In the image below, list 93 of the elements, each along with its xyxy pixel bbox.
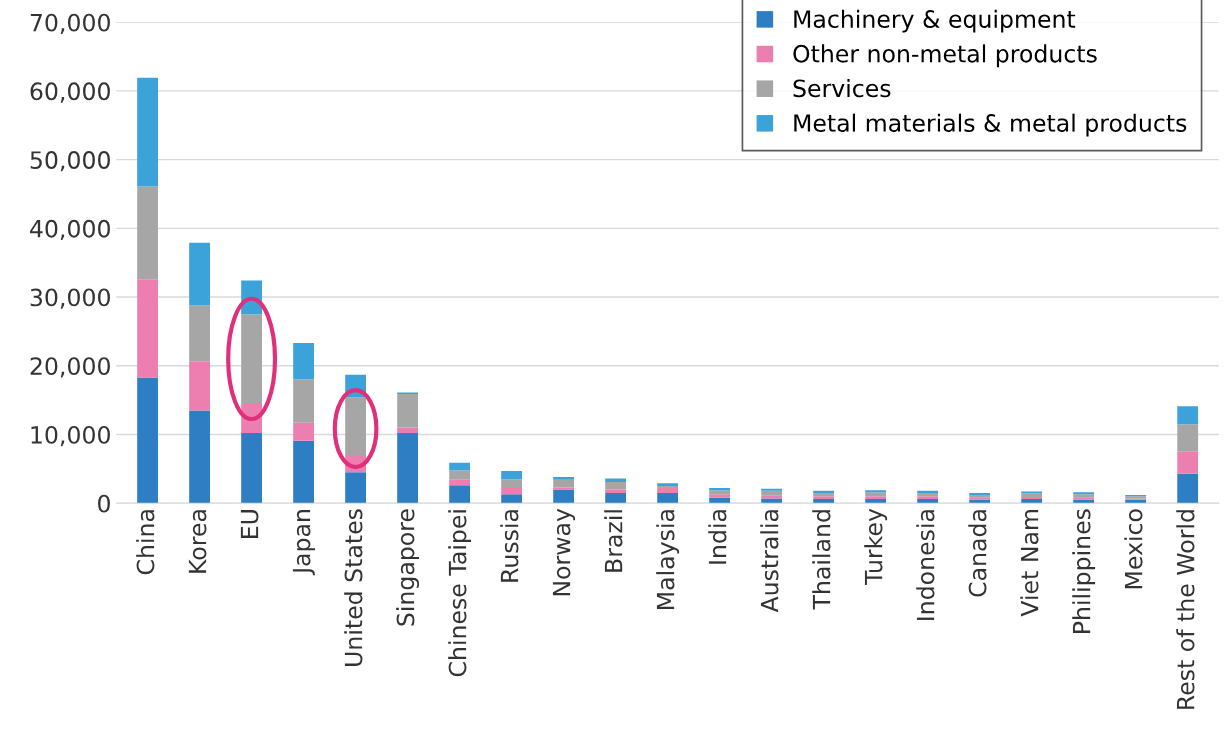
bar [553, 489, 575, 504]
x-tick-label: Turkey [864, 508, 888, 585]
x-tick-label: Singapore [396, 509, 420, 626]
bar [761, 490, 783, 496]
y-tick-label: 0 [98, 494, 110, 513]
bar [865, 492, 887, 497]
bar [397, 427, 418, 434]
x-tick-label: EU [240, 510, 259, 538]
legend-label: Metal materials & metal products [794, 113, 1187, 137]
bar [865, 496, 887, 500]
bar [449, 462, 471, 471]
bar [761, 488, 783, 491]
x-tick-label: Japan [292, 510, 316, 576]
bar [1177, 406, 1199, 425]
bar [917, 490, 939, 493]
bar [605, 489, 627, 493]
bar [293, 343, 314, 380]
bar [189, 242, 210, 306]
bar [397, 433, 418, 504]
bar [1177, 451, 1199, 474]
legend-label: Machinery & equipment [794, 9, 1076, 33]
bar [761, 498, 783, 504]
y-tick-label: 10,000 [31, 425, 110, 447]
y-tick-label: 20,000 [30, 357, 110, 378]
x-tick-label: Chinese Taipei [448, 510, 472, 677]
x-tick-label: India [708, 510, 727, 564]
x-tick-label: Australia [760, 510, 779, 613]
x-tick-label: Philippines [1072, 509, 1096, 633]
bar [345, 397, 366, 456]
x-tick-label: Brazil [604, 510, 623, 572]
bar [1177, 473, 1199, 504]
bar [865, 490, 887, 493]
bar [137, 279, 158, 378]
bar [657, 488, 679, 493]
bar [917, 496, 939, 500]
bar [553, 487, 575, 490]
legend-label: Other non-metal products [793, 44, 1097, 68]
bar [1021, 499, 1043, 504]
bar [657, 492, 679, 504]
bar [345, 472, 366, 504]
bar [397, 393, 418, 428]
bar [189, 305, 210, 362]
bar [1177, 424, 1199, 452]
bar [501, 488, 523, 495]
x-tick-label: Mexico [1124, 509, 1143, 589]
bar [917, 499, 939, 504]
x-tick-label: Viet Nam [1020, 510, 1039, 617]
bar [1021, 497, 1043, 500]
bar [137, 186, 158, 280]
bar [709, 494, 731, 498]
x-tick-label: Indonesia [916, 510, 935, 620]
bar [501, 479, 523, 489]
x-tick-label: Norway [552, 508, 576, 596]
x-tick-label: Thailand [812, 510, 831, 610]
bar [189, 361, 210, 411]
bar [241, 433, 262, 504]
y-tick-label: 60,000 [30, 82, 110, 103]
y-tick-label: 50,000 [30, 151, 110, 172]
bar [709, 490, 731, 495]
x-tick-label: China [136, 510, 155, 575]
bar [813, 496, 835, 500]
y-tick-label: 40,000 [30, 219, 110, 241]
x-tick-label: Malaysia [656, 510, 680, 609]
bar [449, 485, 471, 504]
y-tick-label: 70,000 [30, 13, 110, 34]
bar [449, 479, 471, 486]
x-tick-label: Rest of the World [1176, 510, 1195, 709]
bar [553, 479, 575, 488]
bar [501, 470, 523, 480]
bar [241, 314, 262, 403]
bar [501, 494, 523, 504]
bar [865, 499, 887, 504]
bar [137, 77, 158, 187]
bar [813, 499, 835, 504]
x-tick-label: Canada [968, 510, 987, 597]
bar [605, 492, 627, 504]
bar [605, 478, 627, 482]
y-tick-label: 30,000 [30, 288, 110, 309]
bar [813, 490, 835, 493]
bar [553, 477, 575, 480]
x-tick-label: Russia [500, 510, 519, 582]
bar [293, 440, 314, 504]
legend-label: Services [793, 79, 891, 98]
bar [449, 470, 471, 480]
bar [189, 410, 210, 504]
bar [293, 422, 314, 441]
bar [605, 481, 627, 490]
bar [293, 379, 314, 423]
x-tick-label: Korea [188, 510, 207, 573]
bar [709, 497, 731, 504]
bar [137, 377, 158, 504]
x-tick-label: United States [344, 509, 363, 666]
bar [709, 488, 731, 491]
